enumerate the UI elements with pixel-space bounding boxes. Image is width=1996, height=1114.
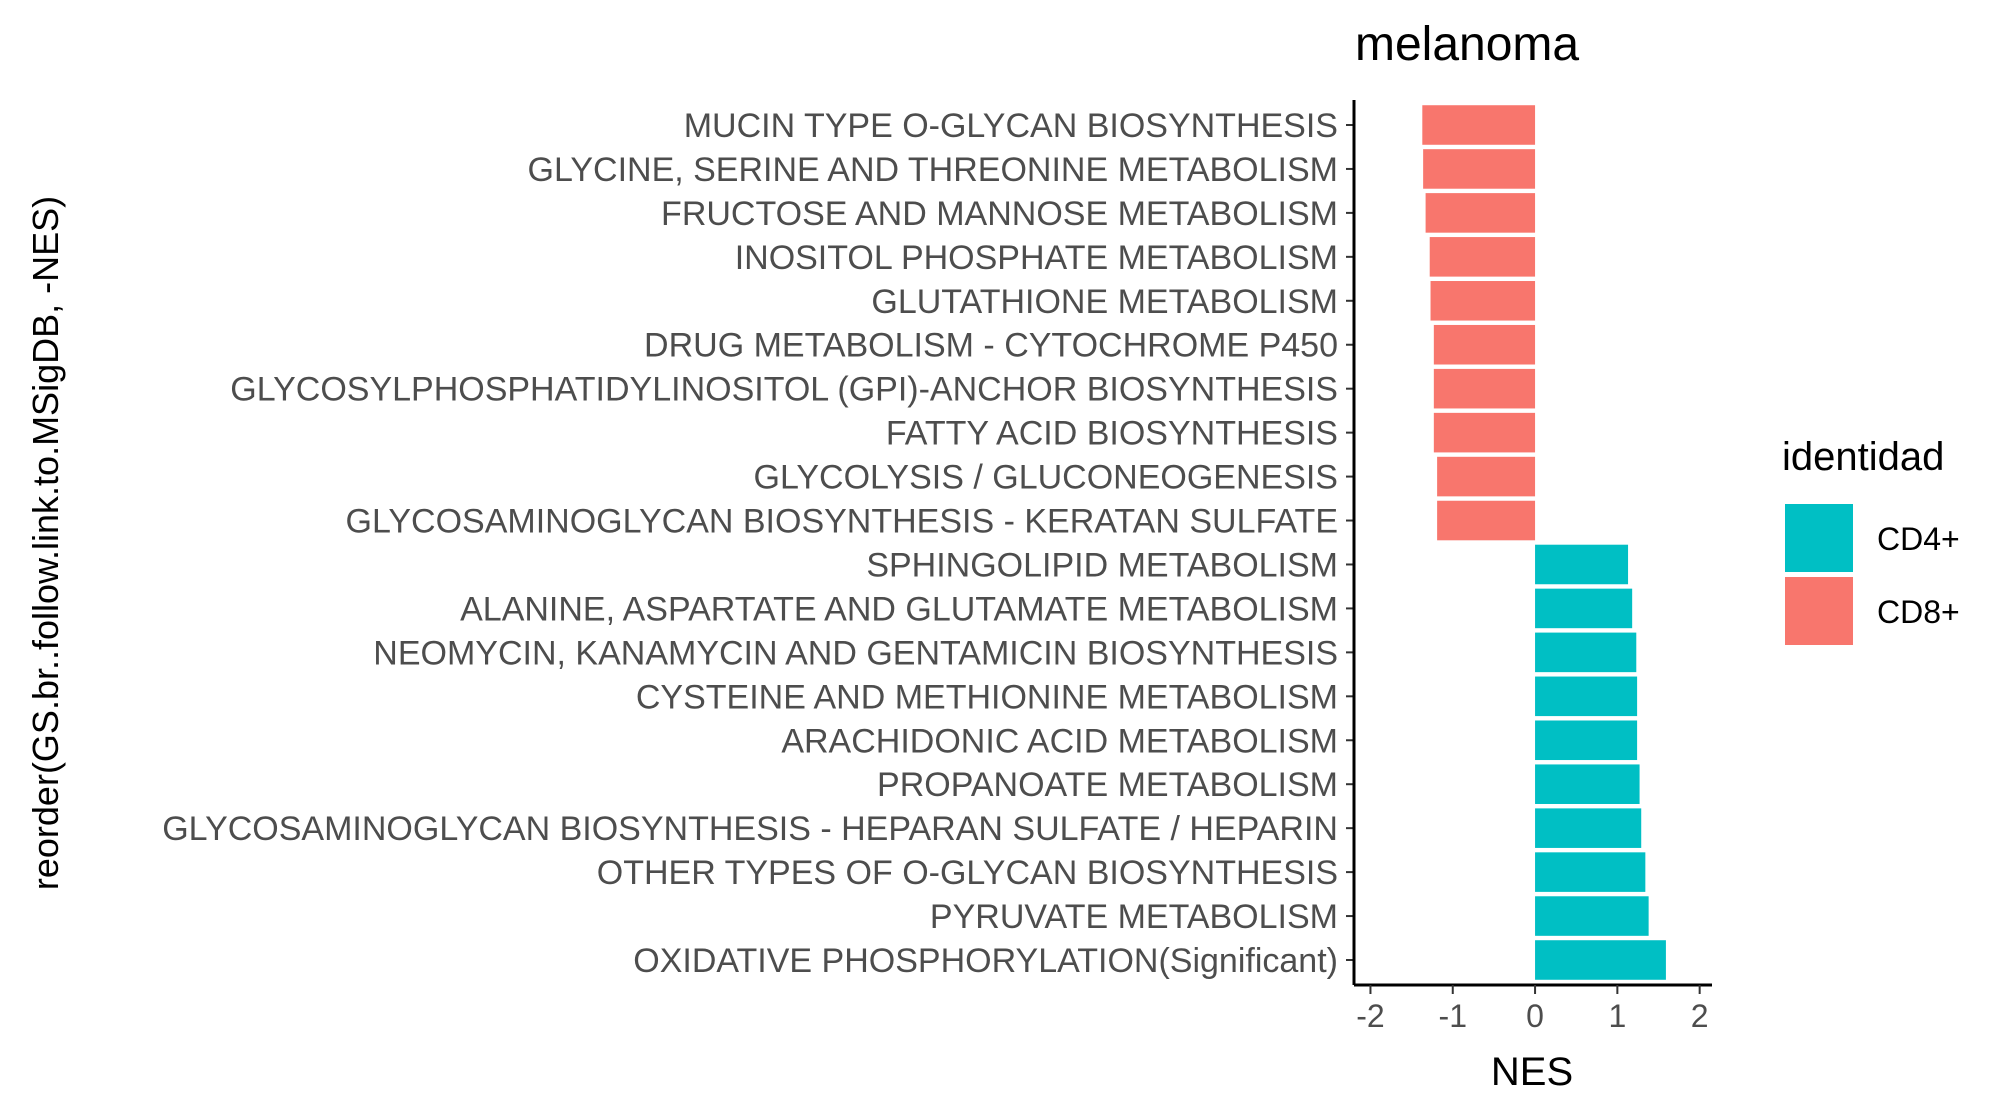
y-tick-label: OTHER TYPES OF O-GLYCAN BIOSYNTHESIS: [597, 854, 1338, 892]
legend-label: CD4+: [1877, 521, 1960, 557]
y-tick-label: GLYCOLYSIS / GLUCONEOGENESIS: [754, 459, 1338, 497]
y-tick-label: INOSITOL PHOSPHATE METABOLISM: [735, 239, 1338, 277]
bar: [1425, 193, 1536, 233]
y-tick-label: GLYCOSYLPHOSPHATIDYLINOSITOL (GPI)-ANCHO…: [230, 371, 1338, 409]
legend-swatch: [1785, 504, 1853, 572]
bar: [1535, 544, 1629, 585]
bar: [1535, 632, 1637, 673]
legend-label: CD8+: [1877, 594, 1960, 630]
y-tick-label: PROPANOATE METABOLISM: [877, 766, 1338, 804]
bar: [1437, 456, 1536, 497]
y-tick-label: OXIDATIVE PHOSPHORYLATION(Significant): [633, 942, 1338, 980]
chart-title: melanoma: [1355, 18, 1579, 71]
y-tick-label: FRUCTOSE AND MANNOSE METABOLISM: [661, 195, 1338, 233]
bar: [1423, 149, 1536, 189]
x-tick-label: -1: [1439, 998, 1467, 1034]
bar: [1437, 500, 1536, 541]
y-tick-label: CYSTEINE AND METHIONINE METABOLISM: [636, 678, 1338, 716]
y-tick-label: GLYCOSAMINOGLYCAN BIOSYNTHESIS - KERATAN…: [346, 503, 1339, 541]
bar: [1535, 808, 1642, 848]
y-axis: MUCIN TYPE O-GLYCAN BIOSYNTHESIS GLYCINE,…: [162, 100, 1356, 985]
bar: [1535, 940, 1666, 980]
bar: [1429, 237, 1536, 277]
y-tick-label: MUCIN TYPE O-GLYCAN BIOSYNTHESIS: [684, 107, 1338, 145]
bar: [1433, 324, 1536, 365]
y-axis-title: reorder(GS.br..follow.link.to.MSigDB, -N…: [25, 196, 66, 890]
y-tick-label: GLUTATHIONE METABOLISM: [871, 283, 1338, 321]
y-tick-label: PYRUVATE METABOLISM: [930, 898, 1338, 936]
x-tick-label: 1: [1608, 998, 1626, 1034]
x-axis-title: NES: [1491, 1050, 1573, 1094]
y-tick-label: NEOMYCIN, KANAMYCIN AND GENTAMICIN BIOSY…: [373, 634, 1338, 672]
y-tick-label: ALANINE, ASPARTATE AND GLUTAMATE METABOL…: [460, 590, 1338, 628]
x-tick-label: -2: [1356, 998, 1384, 1034]
x-tick-label: 2: [1691, 998, 1709, 1034]
legend-title: identidad: [1782, 435, 1944, 479]
bar: [1433, 368, 1536, 409]
y-tick-label: GLYCINE, SERINE AND THREONINE METABOLISM: [528, 151, 1339, 189]
y-tick-label: GLYCOSAMINOGLYCAN BIOSYNTHESIS - HEPARAN…: [162, 810, 1338, 848]
bar: [1535, 676, 1638, 717]
bar: [1535, 764, 1640, 804]
y-tick-label: FATTY ACID BIOSYNTHESIS: [886, 415, 1338, 453]
y-tick-label: ARACHIDONIC ACID METABOLISM: [781, 722, 1338, 760]
bar: [1422, 105, 1536, 145]
y-tick-label: DRUG METABOLISM - CYTOCHROME P450: [644, 327, 1338, 365]
bar: [1535, 896, 1649, 936]
x-axis: -2 -1 0 1 2: [1354, 983, 1712, 1034]
x-tick-label: 0: [1526, 998, 1544, 1034]
bar: [1535, 720, 1638, 761]
bar: [1433, 412, 1536, 453]
bar: [1535, 852, 1646, 892]
y-tick-label: SPHINGOLIPID METABOLISM: [866, 546, 1338, 584]
legend: identidad CD4+ CD8+: [1782, 435, 1960, 645]
bar: [1430, 281, 1536, 321]
legend-swatch: [1785, 577, 1853, 645]
bars-layer: [1422, 105, 1666, 980]
bar: [1535, 588, 1633, 629]
